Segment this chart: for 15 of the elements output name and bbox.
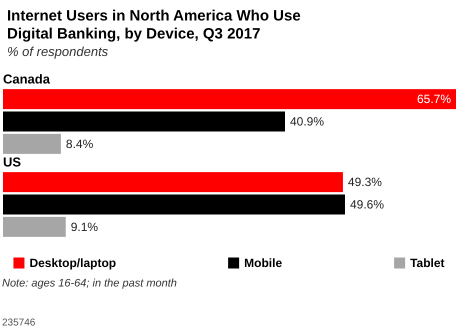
y-tick-label: US [3,154,22,170]
text: Note: ages 16-64; in the past month [2,278,177,290]
data-label: 65.7% [416,92,452,106]
data-label: 8.4% [66,136,94,151]
chart-subtitle: % of respondents [7,44,109,59]
text: 235746 [2,318,36,328]
data-label: 49.6% [350,198,384,212]
y-tick-label: Canada [3,72,51,86]
legend-label: Mobile [244,256,282,270]
data-label: 9.1% [70,220,98,234]
legend-label: Tablet [410,256,445,270]
legend-label: Desktop/laptop [29,256,116,270]
data-label: 49.3% [348,175,382,190]
data-label: 40.9% [290,114,324,128]
chart-title: Internet Users in North America Who Use Digital Banking, by Device, Q3 2017 [7,8,305,42]
